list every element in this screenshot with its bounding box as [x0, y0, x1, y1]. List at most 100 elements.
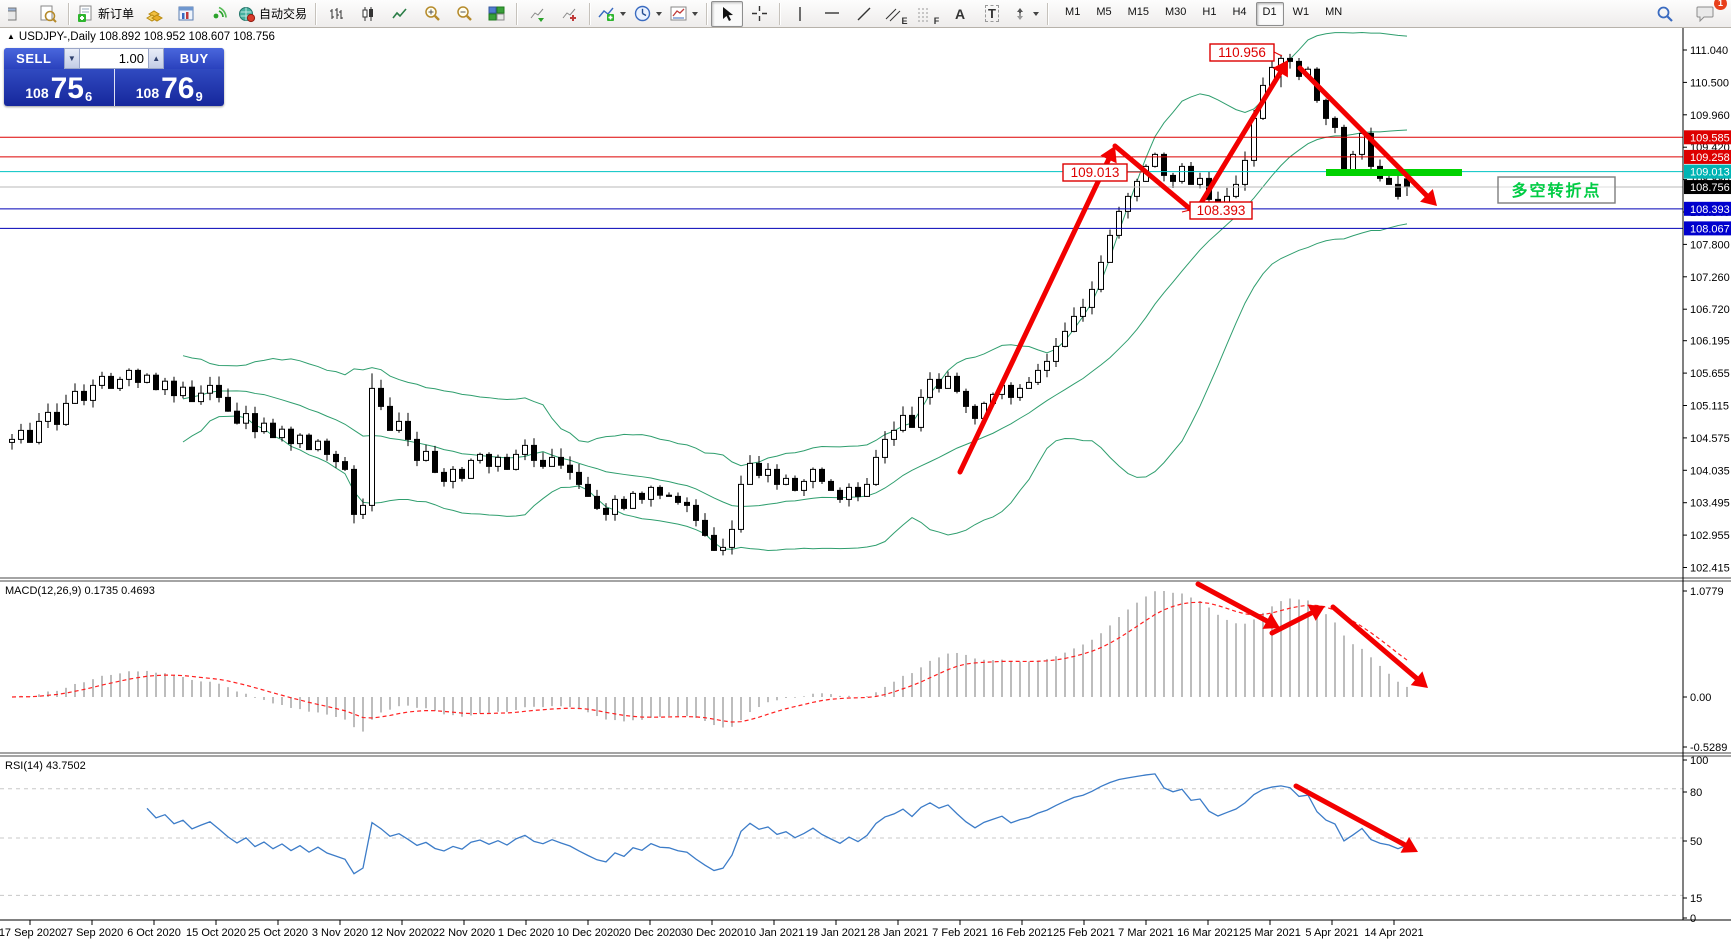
svg-text:10 Jan 2021: 10 Jan 2021 — [744, 927, 805, 939]
svg-text:5 Apr 2021: 5 Apr 2021 — [1305, 927, 1358, 939]
toolbar-separator — [706, 2, 708, 25]
toolbar-separator — [315, 2, 317, 25]
text-tool-letter: A — [954, 5, 966, 22]
trendline-tool[interactable] — [848, 1, 880, 27]
buy-price-pip: 9 — [195, 89, 203, 104]
crosshair-tool-button[interactable] — [743, 1, 775, 27]
svg-text:25 Oct 2020: 25 Oct 2020 — [248, 927, 308, 939]
svg-text:110.956: 110.956 — [1218, 45, 1266, 60]
sell-price[interactable]: 108 75 6 — [4, 69, 114, 106]
vertical-line-tool[interactable] — [784, 1, 816, 27]
market-watch-icon[interactable] — [170, 1, 202, 27]
equidistant-channel-tool[interactable]: E — [880, 1, 912, 27]
volume-increase-button[interactable]: ▲ — [148, 48, 165, 69]
svg-text:105.655: 105.655 — [1690, 368, 1730, 380]
autotrading-button[interactable]: 自动交易 — [234, 1, 311, 27]
svg-text:104.575: 104.575 — [1690, 433, 1730, 445]
text-label-tool[interactable]: T — [976, 1, 1008, 27]
timeframe-d1-button[interactable]: D1 — [1255, 1, 1284, 26]
svg-text:25 Feb 2021: 25 Feb 2021 — [1053, 927, 1115, 939]
svg-text:109.585: 109.585 — [1690, 132, 1730, 144]
sell-button[interactable]: SELL — [4, 48, 64, 69]
svg-text:109.013: 109.013 — [1690, 167, 1730, 179]
toolbar-separator — [589, 2, 591, 25]
print-preview-icon[interactable] — [32, 1, 64, 27]
arrows-tool-dropdown[interactable] — [1008, 1, 1043, 27]
buy-button[interactable]: BUY — [164, 48, 224, 69]
line-chart-type-button[interactable] — [384, 1, 416, 27]
channel-tool-letter: E — [901, 15, 908, 26]
svg-text:108.393: 108.393 — [1197, 203, 1246, 218]
sell-price-big: 75 — [50, 72, 84, 105]
svg-text:109.258: 109.258 — [1690, 152, 1730, 164]
volume-up-icon: ▲ — [152, 54, 161, 63]
fibonacci-tool[interactable]: F — [912, 1, 944, 27]
new-order-button[interactable]: 新订单 — [73, 1, 138, 27]
zoom-out-button[interactable] — [448, 1, 480, 27]
chart-window-icon[interactable] — [0, 1, 32, 27]
auto-scroll-button[interactable] — [521, 1, 553, 27]
notifications-chat-icon[interactable]: 1 — [1689, 0, 1727, 27]
svg-text:多空转折点: 多空转折点 — [1511, 181, 1601, 200]
svg-text:17 Sep 2020: 17 Sep 2020 — [0, 927, 61, 939]
cursor-tool-button[interactable] — [711, 0, 744, 27]
text-tool[interactable]: A — [944, 1, 976, 27]
timeframe-mn-button[interactable]: MN — [1325, 5, 1343, 18]
search-icon[interactable] — [1649, 1, 1681, 27]
toolbar-separator — [1047, 2, 1049, 25]
svg-text:100: 100 — [1690, 755, 1708, 767]
timeframe-w1-button[interactable]: W1 — [1292, 5, 1310, 18]
label-tool-letter: T — [985, 5, 999, 22]
timeframe-m30-button[interactable]: M30 — [1165, 5, 1187, 18]
svg-text:104.035: 104.035 — [1690, 465, 1730, 477]
fibo-tool-letter: F — [933, 15, 940, 26]
toolbar-separator — [779, 2, 781, 25]
timeframe-h4-button[interactable]: H4 — [1232, 5, 1247, 18]
volume-input[interactable] — [80, 48, 148, 69]
bar-chart-type-button[interactable] — [320, 1, 352, 27]
periods-dropdown[interactable] — [630, 1, 666, 27]
signals-icon[interactable] — [202, 1, 234, 27]
dropdown-caret-icon — [1033, 11, 1040, 16]
svg-text:7 Feb 2021: 7 Feb 2021 — [932, 927, 988, 939]
svg-text:30 Dec 2020: 30 Dec 2020 — [681, 927, 743, 939]
volume-decrease-button[interactable]: ▼ — [63, 48, 80, 69]
timeframe-m5-button[interactable]: M5 — [1096, 5, 1112, 18]
svg-text:15 Oct 2020: 15 Oct 2020 — [186, 927, 246, 939]
svg-text:102.415: 102.415 — [1690, 563, 1730, 575]
timeframe-m1-button[interactable]: M1 — [1065, 5, 1081, 18]
svg-text:103.495: 103.495 — [1690, 498, 1730, 510]
sell-price-int: 108 — [25, 85, 49, 101]
svg-text:-0.5289: -0.5289 — [1690, 742, 1727, 754]
svg-text:12 Nov 2020: 12 Nov 2020 — [371, 927, 433, 939]
svg-text:27 Sep 2020: 27 Sep 2020 — [61, 927, 123, 939]
svg-text:16 Feb 2021: 16 Feb 2021 — [991, 927, 1053, 939]
toolbar-separator — [68, 2, 69, 25]
candlestick-type-button[interactable] — [352, 1, 384, 27]
zoom-in-button[interactable] — [416, 1, 448, 27]
svg-text:19 Jan 2021: 19 Jan 2021 — [806, 927, 867, 939]
svg-text:50: 50 — [1690, 836, 1702, 848]
gold-icon[interactable] — [138, 1, 170, 27]
svg-text:10 Dec 2020: 10 Dec 2020 — [557, 927, 619, 939]
template-dropdown[interactable] — [666, 1, 702, 27]
chart-shift-button[interactable] — [553, 1, 585, 27]
chart-canvas[interactable]: 多空转折点 110.956 109.013 108.393 MACD(12,26,9) … — [0, 28, 1731, 941]
autotrading-label: 自动交易 — [259, 7, 308, 21]
buy-price-big: 76 — [161, 72, 195, 105]
price-divider — [113, 69, 115, 106]
horizontal-line-tool[interactable] — [816, 1, 848, 27]
sell-button-label: SELL — [16, 51, 52, 66]
toolbar-separator — [516, 2, 518, 25]
add-indicator-dropdown[interactable] — [594, 1, 630, 27]
timeframe-m15-button[interactable]: M15 — [1127, 5, 1149, 18]
timeframe-h1-button[interactable]: H1 — [1202, 5, 1217, 18]
buy-price[interactable]: 108 76 9 — [115, 69, 225, 106]
tile-windows-button[interactable] — [480, 1, 512, 27]
svg-text:3 Nov 2020: 3 Nov 2020 — [312, 927, 368, 939]
svg-text:106.195: 106.195 — [1690, 336, 1730, 348]
svg-text:15: 15 — [1690, 893, 1702, 905]
svg-text:111.040: 111.040 — [1690, 45, 1728, 57]
svg-text:110.500: 110.500 — [1690, 77, 1729, 89]
